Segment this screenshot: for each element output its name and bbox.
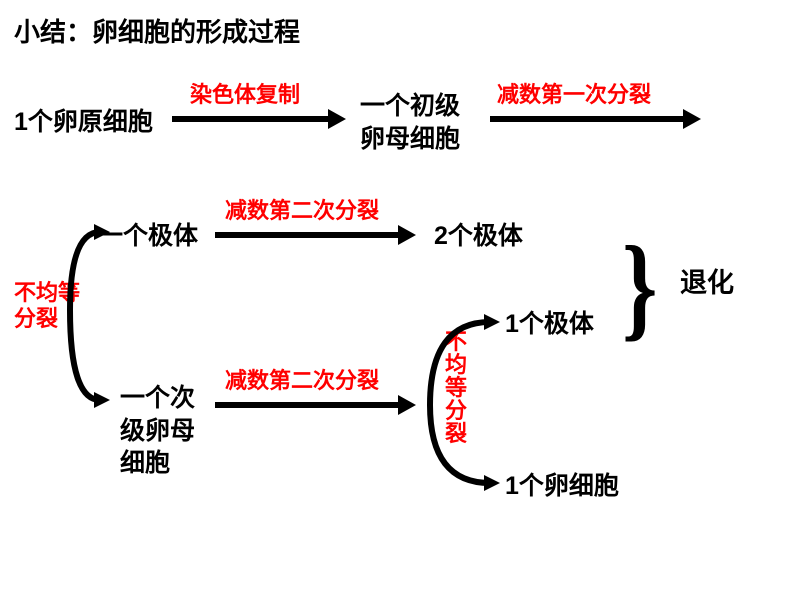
label-meiosis2a: 减数第二次分裂 [225, 198, 379, 224]
label-meiosis1: 减数第一次分裂 [497, 82, 651, 108]
arrow-3 [215, 232, 400, 238]
fork-connector-1 [50, 220, 110, 420]
arrow-3-head [398, 225, 416, 245]
node-degenerate: 退化 [680, 266, 734, 301]
node-secondary: 一个次 级卵母 细胞 [120, 382, 195, 480]
node-origin: 1个卵原细胞 [14, 106, 153, 139]
arrow-4 [215, 402, 400, 408]
node-egg: 1个卵细胞 [505, 470, 619, 503]
brace-icon: } [622, 221, 657, 355]
arrow-2-head [683, 109, 701, 129]
diagram-title: 小结：卵细胞的形成过程 [14, 12, 300, 49]
arrow-2 [490, 116, 685, 122]
node-polar3: 1个极体 [505, 308, 594, 341]
label-replication: 染色体复制 [190, 82, 300, 108]
node-primary: 一个初级 卵母细胞 [360, 90, 460, 155]
node-polar2: 2个极体 [434, 220, 523, 253]
label-meiosis2b: 减数第二次分裂 [225, 368, 379, 394]
fork-connector-2 [420, 310, 510, 500]
arrow-4-head [398, 395, 416, 415]
node-polar1: 一个极体 [98, 220, 198, 253]
arrow-1-head [328, 109, 346, 129]
arrow-1 [172, 116, 330, 122]
